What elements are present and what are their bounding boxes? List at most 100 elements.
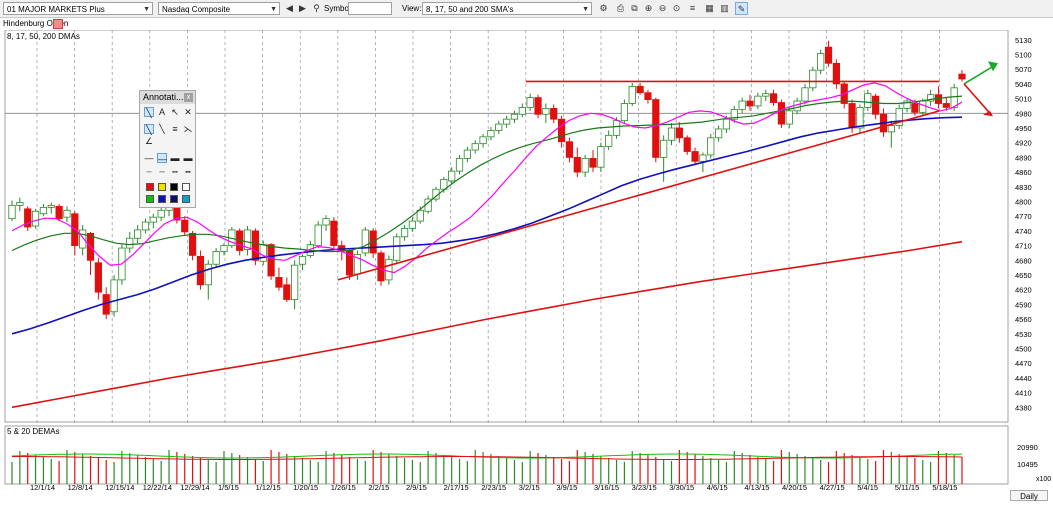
black-swatch[interactable] — [170, 183, 178, 191]
period-button[interactable]: Daily — [1010, 490, 1048, 501]
x-tick-label: 1/12/15 — [256, 483, 281, 492]
long-dash-line-icon[interactable]: ╍ — [185, 167, 191, 177]
view-dropdown[interactable]: 8, 17, 50 and 200 SMA's ▼ — [422, 2, 592, 15]
cyan-swatch[interactable] — [182, 195, 190, 203]
candle-up — [220, 245, 228, 252]
palette-title-bar[interactable]: Annotati... x — [140, 91, 195, 104]
candle-up — [322, 218, 330, 226]
candle-up — [801, 87, 809, 102]
candle-up — [400, 228, 409, 238]
candle-up — [212, 251, 220, 265]
toolbar: 01 MAJOR MARKETS Plus ▼ Nasdaq Composite… — [0, 0, 1053, 18]
close-icon[interactable]: x — [184, 93, 193, 102]
chevron-down-icon: ▼ — [270, 6, 277, 13]
text-tool-icon[interactable]: A — [158, 107, 165, 117]
candle-up — [39, 206, 48, 215]
indicator-bar: Hindenburg Omen — [0, 18, 1053, 30]
y-tick-label: 4860 — [1015, 168, 1032, 177]
red-swatch[interactable] — [146, 183, 154, 191]
x-tick-label: 3/23/15 — [632, 483, 657, 492]
y-tick-label: 5070 — [1015, 65, 1032, 74]
copy-icon[interactable]: ⧉ — [631, 3, 638, 13]
candle-down — [283, 284, 291, 300]
blue-swatch[interactable] — [158, 195, 166, 203]
y-tick-label: 4830 — [1015, 183, 1032, 192]
dashed-line-icon[interactable]: ┄ — [159, 167, 165, 177]
angle-icon[interactable]: ∠ — [144, 136, 154, 146]
grid-icon[interactable]: ▦ — [705, 3, 714, 13]
candle-down — [557, 118, 566, 143]
y-tick-label: 5100 — [1015, 51, 1032, 60]
candle-down — [644, 92, 652, 100]
thin-line-icon[interactable]: — — [144, 153, 154, 163]
y-tick-label: 4710 — [1015, 242, 1032, 251]
delete-icon[interactable]: ✕ — [184, 107, 192, 117]
settings-icon[interactable]: ⚙ — [599, 3, 608, 13]
line-tool-icon[interactable]: ╲ — [144, 107, 154, 118]
candle-up — [291, 264, 299, 300]
candle-up — [895, 108, 903, 126]
green-swatch[interactable] — [146, 195, 154, 203]
candle-down — [330, 220, 338, 247]
navy-swatch[interactable] — [170, 195, 178, 203]
print-icon[interactable]: ⎙ — [616, 3, 625, 13]
watchlist-value: 01 MAJOR MARKETS Plus — [7, 5, 105, 14]
pointer-icon[interactable]: ↖ — [171, 107, 179, 117]
next-icon[interactable]: ▶ — [299, 3, 306, 13]
y-tick-label: 4380 — [1015, 403, 1032, 412]
white-swatch[interactable] — [182, 183, 190, 191]
y-tick-label: 4650 — [1015, 271, 1032, 280]
fan-icon[interactable]: ⋋ — [183, 124, 193, 134]
yellow-swatch[interactable] — [158, 183, 166, 191]
candle-up — [809, 69, 817, 89]
indicator-toggle[interactable] — [53, 19, 63, 29]
previous-icon[interactable]: ◀ — [286, 3, 293, 13]
zoom-fit-icon[interactable]: ⊙ — [672, 3, 681, 13]
panel-icon[interactable]: ▥ — [720, 3, 729, 13]
candle-up — [526, 97, 534, 108]
candle-down — [746, 100, 754, 107]
index-dropdown[interactable]: Nasdaq Composite ▼ — [158, 2, 280, 15]
binoculars-icon[interactable]: ⚲ — [313, 3, 320, 13]
candle-down — [573, 157, 581, 173]
medium-line-icon[interactable]: — — [157, 153, 167, 164]
candle-down — [652, 99, 660, 158]
annotation-palette: Annotati... x ╲ A ↖ ✕ ╲ ╲ ≡ ⋋ ∠ — — ▬ ▬ … — [139, 90, 196, 208]
trendline-icon[interactable]: ╲ — [144, 124, 154, 135]
view-value: 8, 17, 50 and 200 SMA's — [426, 5, 514, 14]
candle-up — [738, 100, 746, 110]
y-tick-label: 4890 — [1015, 153, 1032, 162]
candle-down — [181, 219, 189, 233]
y-tick-label: 4770 — [1015, 212, 1032, 221]
watchlist-dropdown[interactable]: 01 MAJOR MARKETS Plus ▼ — [3, 2, 153, 15]
candle-up — [597, 146, 605, 168]
chevron-down-icon: ▼ — [582, 6, 589, 13]
candle-down — [55, 205, 63, 220]
symbol-input[interactable] — [348, 2, 392, 15]
zoom-out-icon[interactable]: ⊖ — [658, 3, 667, 13]
candle-up — [448, 170, 456, 182]
candle-down — [958, 73, 966, 80]
candle-up — [204, 263, 212, 286]
candle-down — [872, 95, 880, 115]
volume-panel — [11, 450, 963, 484]
channel-icon[interactable]: ≡ — [172, 124, 178, 134]
x-tick-label: 4/6/15 — [707, 483, 728, 492]
x-tick-label: 12/22/14 — [143, 483, 172, 492]
axes: 8, 17, 50, 200 DMAs 4380 4410 4440 4470 4500 4… — [7, 32, 1051, 492]
price-panel-title: 8, 17, 50, 200 DMAs — [7, 32, 80, 41]
bars-icon[interactable]: ≡ — [689, 3, 696, 13]
x-tick-label: 12/8/14 — [68, 483, 93, 492]
x-tick-label: 5/18/15 — [932, 483, 957, 492]
x-tick-label: 1/20/15 — [293, 483, 318, 492]
dash-dot-line-icon[interactable]: ┅ — [172, 167, 178, 177]
thick-line-icon[interactable]: ▬ — [170, 153, 180, 163]
dotted-line-icon[interactable]: ┈ — [146, 167, 152, 177]
zoom-in-icon[interactable]: ⊕ — [644, 3, 653, 13]
thicker-line-icon[interactable]: ▬ — [183, 153, 193, 163]
ray-icon[interactable]: ╲ — [159, 124, 165, 134]
sma-50-line — [11, 116, 963, 335]
annotate-icon[interactable]: ✎ — [735, 2, 748, 15]
palette-title: Annotati... — [143, 92, 184, 102]
x-tick-label: 12/29/14 — [180, 483, 209, 492]
